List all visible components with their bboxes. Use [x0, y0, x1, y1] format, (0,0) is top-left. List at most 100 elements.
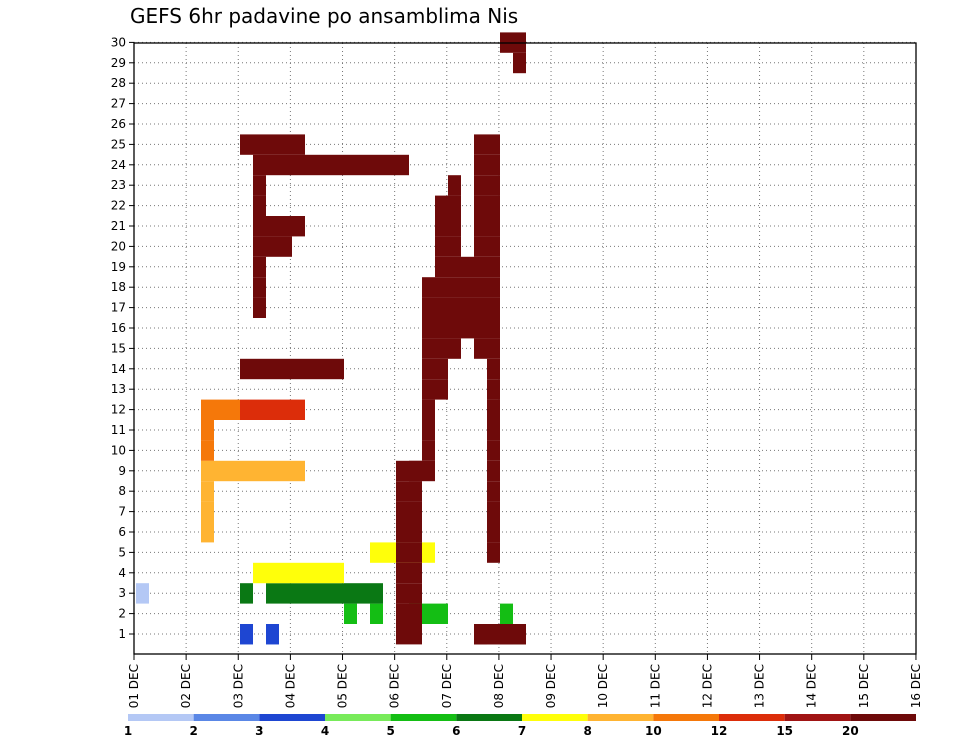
heatmap-cell [448, 318, 461, 339]
heatmap-cell [396, 562, 409, 584]
heatmap-cell [422, 358, 435, 380]
y-tick-label: 28 [111, 76, 126, 90]
heatmap-cell [357, 583, 370, 604]
y-tick-label: 30 [111, 35, 126, 49]
heatmap-cell [409, 460, 422, 482]
heatmap-cell [513, 52, 526, 74]
colorbar-label: 20 [842, 724, 859, 738]
heatmap-cell [136, 583, 149, 604]
heatmap-cell [227, 399, 240, 420]
heatmap-cell [409, 624, 422, 645]
y-tick-label: 15 [111, 341, 126, 355]
x-tick-label: 11 DEC [648, 664, 662, 708]
heatmap-cell [487, 522, 500, 543]
colorbar-label: 2 [189, 724, 197, 738]
heatmap-cell [266, 358, 279, 380]
colorbar-segment [719, 714, 785, 721]
heatmap-cell [344, 583, 357, 604]
heatmap-cell [292, 399, 305, 420]
heatmap-cell [474, 195, 487, 216]
heatmap-cell [396, 481, 409, 502]
heatmap-cell [422, 420, 435, 441]
heatmap-cell [435, 236, 448, 257]
colorbar-label: 8 [583, 724, 591, 738]
heatmap-cell [370, 603, 383, 624]
heatmap-cell [409, 542, 422, 563]
heatmap-cell [461, 277, 474, 298]
heatmap-cell [266, 624, 279, 645]
heatmap-cell [448, 236, 461, 257]
heatmap-cell [435, 256, 448, 278]
heatmap-cell [396, 501, 409, 522]
heatmap-cell [448, 277, 461, 298]
heatmap-cell [266, 460, 279, 482]
heatmap-cell [318, 583, 331, 604]
y-tick-label: 14 [111, 362, 126, 376]
heatmap-cell [253, 154, 266, 176]
heatmap-cell [461, 318, 474, 339]
y-tick-label: 20 [111, 239, 126, 253]
y-tick-label: 17 [111, 301, 126, 315]
heatmap-cell [396, 624, 409, 645]
y-tick-label: 25 [111, 137, 126, 151]
heatmap-cell [474, 134, 487, 155]
heatmap-cell [305, 562, 318, 584]
colorbar-label: 7 [518, 724, 526, 738]
heatmap-cell [474, 277, 487, 298]
y-tick-label: 26 [111, 117, 126, 131]
heatmap-cell [487, 175, 500, 196]
heatmap-cell [396, 583, 409, 604]
heatmap-cell [214, 460, 227, 482]
x-tick-label: 15 DEC [857, 664, 871, 708]
colorbar-segment [522, 714, 588, 721]
heatmap-cell [201, 460, 214, 482]
heatmap-cell [201, 481, 214, 502]
colorbar-label: 15 [776, 724, 793, 738]
heatmap-cell [279, 154, 292, 176]
heatmap-cell [487, 481, 500, 502]
heatmap-cell [253, 175, 266, 196]
heatmap-cell [474, 338, 487, 359]
heatmap-cell [279, 562, 292, 584]
heatmap-cell [292, 154, 305, 176]
heatmap-cell [396, 542, 409, 563]
heatmap-cell [253, 358, 266, 380]
heatmap-cell [461, 297, 474, 318]
y-tick-label: 23 [111, 178, 126, 192]
y-tick-label: 10 [111, 443, 126, 457]
heatmap-cell [396, 522, 409, 543]
y-tick-label: 4 [118, 566, 126, 580]
y-tick-label: 2 [118, 607, 126, 621]
y-tick-label: 18 [111, 280, 126, 294]
colorbar-label: 10 [645, 724, 662, 738]
heatmap-cell [253, 562, 266, 584]
heatmap-cell [279, 460, 292, 482]
heatmap-cell [487, 318, 500, 339]
colorbar-segment [193, 714, 260, 721]
heatmap-cell [214, 399, 227, 420]
y-tick-label: 19 [111, 260, 126, 274]
heatmap-cell [448, 216, 461, 237]
heatmap-cell [279, 583, 292, 604]
heatmap-cell [448, 297, 461, 318]
x-tick-label: 08 DEC [492, 664, 506, 708]
heatmap-cell [240, 399, 253, 420]
colorbar-label: 4 [321, 724, 329, 738]
x-tick-label: 02 DEC [179, 664, 193, 708]
heatmap-cell [331, 358, 344, 380]
heatmap-cell [487, 216, 500, 237]
y-tick-label: 12 [111, 403, 126, 417]
heatmap-cell [422, 399, 435, 420]
heatmap-cell [448, 338, 461, 359]
heatmap-cell [435, 358, 448, 380]
heatmap-cell [474, 216, 487, 237]
colorbar-label: 12 [711, 724, 728, 738]
x-tick-label: 03 DEC [231, 664, 245, 708]
y-tick-label: 22 [111, 199, 126, 213]
heatmap-cell [487, 134, 500, 155]
x-tick-label: 13 DEC [753, 664, 767, 708]
heatmap-cell [344, 154, 357, 176]
heatmap-cell [201, 501, 214, 522]
heatmap-cell [487, 399, 500, 420]
